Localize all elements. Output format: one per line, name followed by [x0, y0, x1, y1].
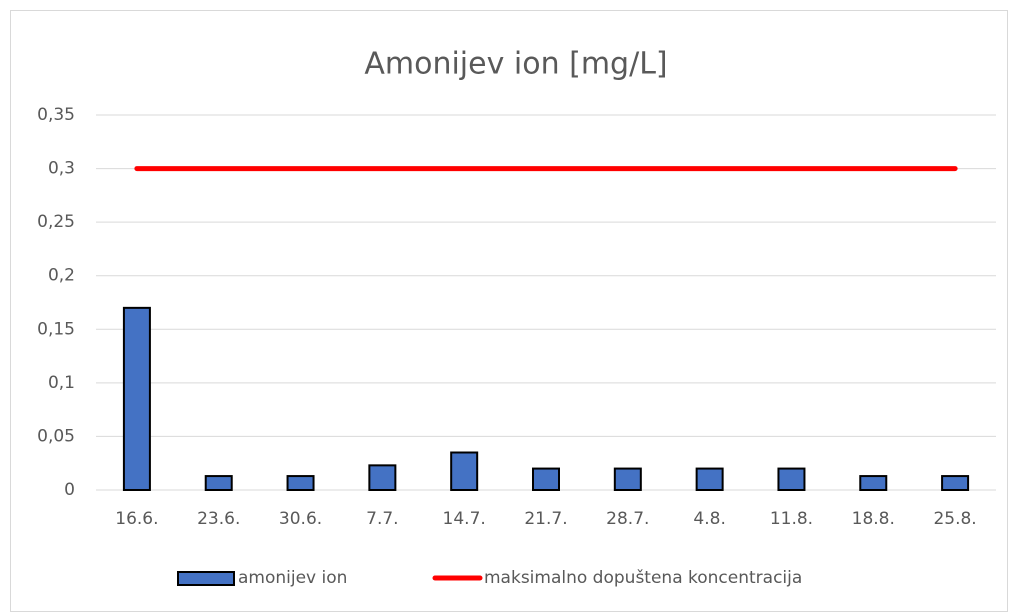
x-tick-label: 21.7.	[524, 509, 567, 529]
y-tick-label: 0,1	[48, 373, 75, 393]
chart-border	[10, 10, 1008, 612]
x-tick-label: 18.8.	[852, 509, 895, 529]
bar	[450, 451, 479, 491]
x-tick-label: 11.8.	[770, 509, 813, 529]
bar	[613, 467, 642, 492]
y-tick-label: 0,3	[48, 159, 75, 179]
x-tick-label: 23.6.	[197, 509, 240, 529]
y-tick-label: 0,05	[37, 426, 75, 446]
bar	[859, 475, 888, 492]
x-tick-label: 14.7.	[443, 509, 486, 529]
chart-title: Amonijev ion [mg/L]	[364, 47, 667, 82]
x-tick-label: 28.7.	[606, 509, 649, 529]
y-tick-label: 0,35	[37, 105, 75, 125]
y-tick-label: 0,25	[37, 212, 75, 232]
x-tick-label: 16.6.	[115, 509, 158, 529]
bar	[122, 306, 151, 491]
bar	[941, 475, 970, 492]
legend-label: maksimalno dopuštena koncentracija	[484, 568, 802, 588]
y-tick-label: 0,15	[37, 319, 75, 339]
x-tick-label: 25.8.	[933, 509, 976, 529]
bar	[695, 467, 724, 492]
x-tick-label: 4.8.	[693, 509, 725, 529]
y-tick-label: 0,2	[48, 266, 75, 286]
bar	[532, 467, 560, 492]
legend-label: amonijev ion	[238, 568, 347, 588]
x-tick-label: 30.6.	[279, 509, 322, 529]
legend-swatch	[177, 571, 235, 586]
y-tick-label: 0	[64, 480, 75, 500]
bar	[368, 464, 397, 492]
bar	[777, 467, 806, 492]
bar	[286, 475, 315, 492]
x-tick-label: 7.7.	[366, 509, 398, 529]
bar	[204, 475, 233, 492]
